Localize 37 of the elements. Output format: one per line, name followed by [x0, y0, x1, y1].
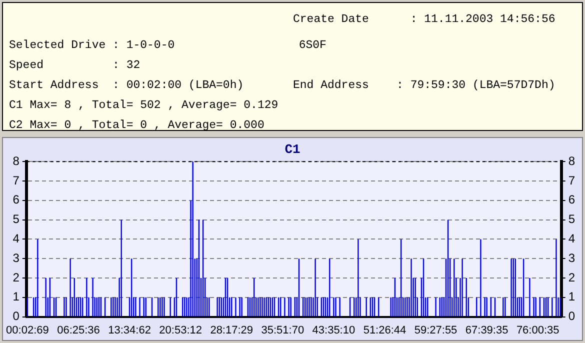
x-tick-label: 06:25:36 — [57, 324, 100, 336]
text: Selected Drive : 1-0-0-0 6S0F — [9, 39, 326, 52]
y-tick-label: 8 — [12, 154, 20, 168]
y2-tick-label: 8 — [568, 154, 576, 168]
y-tick-label: 1 — [12, 290, 20, 304]
text: Create Date : 11.11.2003 14:56:56 — [293, 13, 556, 26]
text: Start Address : 00:02:00 (LBA=0h) — [9, 79, 244, 92]
y2-tick-label: 1 — [568, 290, 576, 304]
y-tick-label: 2 — [12, 270, 20, 284]
y-tick-label: 7 — [12, 173, 20, 188]
y2-tick-label: 4 — [568, 232, 576, 246]
y2-tick-label: 3 — [568, 250, 576, 265]
y2-tick-label: 2 — [568, 270, 576, 284]
y-tick-label: 6 — [12, 192, 20, 207]
y2-tick-label: 6 — [568, 192, 576, 207]
y2-tick-label: 0 — [568, 309, 576, 324]
y-tick-label: 5 — [12, 212, 20, 226]
text: C1 Max= 8 , Total= 502 , Average= 0.129 — [9, 99, 278, 112]
x-tick-label: 67:39:35 — [465, 324, 508, 336]
x-tick-label: 13:34:62 — [108, 324, 151, 336]
x-tick-label: 59:27:55 — [414, 324, 458, 336]
x-tick-label: 00:02:69 — [6, 324, 49, 336]
text: C2 Max= 0 , Total= 0 , Average= 0.000 — [9, 119, 264, 132]
y-tick-label: 3 — [12, 250, 20, 265]
x-tick-label: 51:26:44 — [363, 324, 406, 336]
x-tick-label: 35:51:70 — [261, 324, 304, 336]
y2-tick-label: 7 — [568, 173, 576, 188]
y-tick-label: 0 — [12, 309, 20, 324]
x-tick-label: 28:17:29 — [210, 324, 254, 336]
x-tick-label: 76:00:35 — [516, 324, 560, 336]
x-tick-label: 43:35:10 — [312, 324, 356, 336]
x-tick-label: 20:53:12 — [159, 324, 202, 336]
chart-title: C1 — [284, 142, 300, 158]
y-tick-label: 4 — [12, 232, 20, 246]
y2-tick-label: 5 — [568, 212, 576, 226]
text: Speed : 32 — [9, 59, 140, 72]
text: End Address : 79:59:30 (LBA=57D7Dh) — [293, 79, 556, 92]
